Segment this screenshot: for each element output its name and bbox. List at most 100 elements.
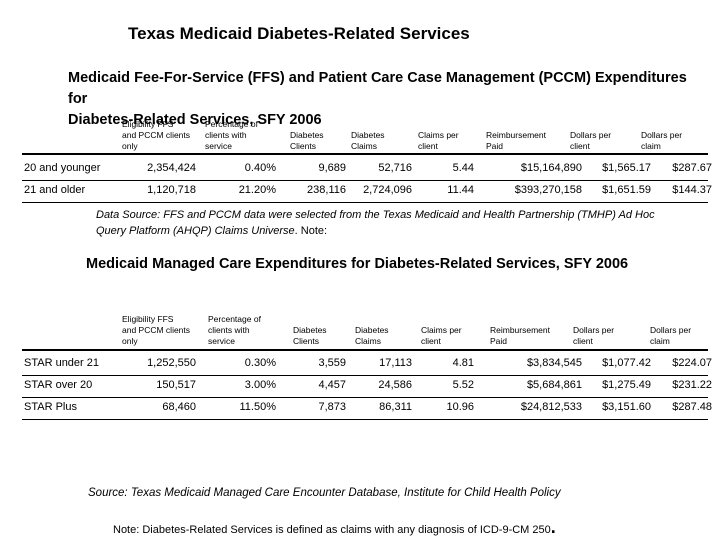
ffs-header-8: Dollars per claim <box>641 130 682 152</box>
ffs-header-rule <box>22 153 708 155</box>
mc-cell: $5,684,861 <box>526 379 582 391</box>
mc-cell: 1,252,550 <box>147 357 196 369</box>
mc-row-rule <box>22 397 708 398</box>
ffs-header-line: client <box>570 141 590 151</box>
mc-header-line: and PCCM clients <box>122 325 191 335</box>
mc-header-line: claim <box>650 336 670 346</box>
ffs-title-line-1: Medicaid Fee-For-Service (FFS) and Patie… <box>68 70 687 107</box>
ffs-header-line: clients with <box>205 130 247 140</box>
footnote-text: Note: Diabetes-Related Services is defin… <box>113 524 551 536</box>
mc-header-line: Clients <box>293 336 319 346</box>
mc-cell: 150,517 <box>156 379 196 391</box>
mc-cell: $231.22 <box>672 379 712 391</box>
mc-header-3: Diabetes Clients <box>293 325 327 347</box>
mc-cell: $224.07 <box>672 357 712 369</box>
mc-header-line: Paid <box>490 336 508 346</box>
mc-row-label: STAR over 20 <box>24 379 93 391</box>
ffs-cell: 0.40% <box>244 162 276 174</box>
ffs-cell: 2,354,424 <box>147 162 196 174</box>
ffs-header-line: Dollars per <box>641 130 683 140</box>
ffs-note-line-2: Query Platform (AHQP) Claims Universe <box>96 225 295 237</box>
ffs-cell: $287.67 <box>672 162 712 174</box>
mc-cell: 3.00% <box>244 379 276 391</box>
mc-header-4: Diabetes Claims <box>355 325 389 347</box>
mc-header-line: Reimbursement <box>490 325 550 335</box>
mc-header-line: Diabetes <box>293 325 327 335</box>
ffs-header-line: only <box>122 141 138 151</box>
mc-cell: 68,460 <box>162 401 196 413</box>
mc-row-label: STAR Plus <box>24 401 77 413</box>
ffs-cell: $15,164,890 <box>520 162 582 174</box>
mc-header-6: Reimbursement Paid <box>490 325 550 347</box>
ffs-cell: 2,724,096 <box>363 184 412 196</box>
ffs-cell: 11.44 <box>447 184 474 196</box>
mc-header-line: clients with <box>208 325 250 335</box>
ffs-cell: 21.20% <box>238 184 276 196</box>
ffs-header-line: Dollars per <box>570 130 612 140</box>
mc-header-rule <box>22 349 708 351</box>
ffs-cell: $1,651.59 <box>602 184 651 196</box>
mc-header-1: Eligibility FFS and PCCM clients only <box>122 314 190 347</box>
ffs-cell: $1,565.17 <box>602 162 651 174</box>
mc-header-line: Eligibility FFS <box>122 314 174 324</box>
ffs-header-line: Paid <box>486 141 504 151</box>
ffs-row-label: 20 and younger <box>24 162 101 174</box>
ffs-section-title: Medicaid Fee-For-Service (FFS) and Patie… <box>68 68 708 131</box>
mc-cell: 17,113 <box>379 357 412 369</box>
ffs-cell: 9,689 <box>318 162 346 174</box>
ffs-cell: 1,120,718 <box>147 184 196 196</box>
mc-cell: 86,311 <box>379 401 412 413</box>
mc-cell: 5.52 <box>452 379 474 391</box>
mc-header-8: Dollars per claim <box>650 325 691 347</box>
ffs-header-line: Percentage of <box>205 119 258 129</box>
mc-header-7: Dollars per client <box>573 325 614 347</box>
mc-header-line: Percentage of <box>208 314 261 324</box>
ffs-header-2: Percentage of clients with service <box>205 119 258 152</box>
ffs-title-line-2: Diabetes-Related Services, SFY 2006 <box>68 112 322 128</box>
footnote-period: . <box>550 517 556 537</box>
mc-cell: $1,275.49 <box>602 379 651 391</box>
ffs-cell: 52,716 <box>378 162 412 174</box>
ffs-note-line-1: Data Source: FFS and PCCM data were sele… <box>96 209 655 221</box>
mc-row-label: STAR under 21 <box>24 357 100 369</box>
mc-header-line: client <box>421 336 441 346</box>
mc-header-line: Dollars per <box>573 325 615 335</box>
mc-cell: $287.48 <box>672 401 712 413</box>
mc-section-title: Medicaid Managed Care Expenditures for D… <box>86 256 629 272</box>
mc-cell: 10.96 <box>446 401 474 413</box>
mc-header-line: Diabetes <box>355 325 389 335</box>
mc-cell: 11.50% <box>239 401 277 413</box>
mc-cell: $24,812,533 <box>520 401 582 413</box>
mc-cell: $3,834,545 <box>526 357 582 369</box>
ffs-header-1: Eligibility FFS and PCCM clients only <box>122 119 190 152</box>
ffs-header-line: Diabetes <box>290 130 324 140</box>
ffs-header-5: Claims per client <box>418 130 459 152</box>
ffs-data-source-note: Data Source: FFS and PCCM data were sele… <box>96 207 656 239</box>
page-title: Texas Medicaid Diabetes-Related Services <box>128 24 470 43</box>
mc-cell: 3,559 <box>318 357 346 369</box>
ffs-header-3: Diabetes Clients <box>290 130 324 152</box>
mc-header-line: client <box>573 336 593 346</box>
mc-header-5: Claims per client <box>421 325 462 347</box>
ffs-header-line: and PCCM clients <box>122 130 191 140</box>
mc-cell: $3,151.60 <box>602 401 651 413</box>
ffs-header-line: client <box>418 141 438 151</box>
ffs-header-line: Claims <box>351 141 377 151</box>
ffs-header-7: Dollars per client <box>570 130 611 152</box>
ffs-note-tail: . Note: <box>294 225 328 237</box>
mc-header-2: Percentage of clients with service <box>208 314 261 347</box>
ffs-cell: $144.37 <box>672 184 712 196</box>
mc-header-line: Claims per <box>421 325 462 335</box>
mc-header-line: only <box>122 336 138 346</box>
ffs-header-line: claim <box>641 141 661 151</box>
ffs-row-label: 21 and older <box>24 184 86 196</box>
mc-cell: 24,586 <box>378 379 412 391</box>
ffs-cell: $393,270,158 <box>514 184 582 196</box>
ffs-header-line: Eligibility FFS <box>122 119 174 129</box>
ffs-header-line: service <box>205 141 232 151</box>
ffs-cell: 5.44 <box>452 162 474 174</box>
mc-cell: 0.30% <box>244 357 276 369</box>
ffs-cell: 238,116 <box>307 184 346 196</box>
mc-cell: 4,457 <box>318 379 346 391</box>
ffs-header-line: Diabetes <box>351 130 385 140</box>
